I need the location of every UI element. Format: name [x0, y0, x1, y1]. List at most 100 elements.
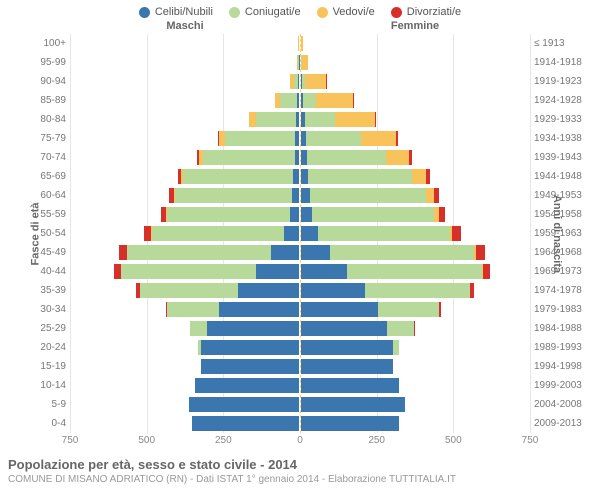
male-half	[70, 319, 300, 338]
bar-segment	[301, 36, 303, 51]
bar-segment	[396, 131, 398, 146]
bar-segment	[301, 188, 310, 203]
male-bar	[189, 397, 300, 412]
bar-segment	[119, 245, 127, 260]
bar-segment	[203, 150, 295, 165]
bar-segment	[271, 245, 299, 260]
year-label: 1924-1928	[534, 95, 588, 106]
legend-item-celibi: Celibi/Nubili	[139, 6, 213, 18]
bar-segment	[189, 397, 299, 412]
female-half	[300, 414, 530, 433]
x-axis: 7505002500 250500750	[0, 433, 600, 455]
year-label: 1989-1993	[534, 342, 588, 353]
male-bar	[195, 378, 300, 393]
bar-segment	[301, 245, 330, 260]
female-bar	[300, 207, 445, 222]
bar-segment	[238, 283, 299, 298]
female-bar	[300, 302, 441, 317]
legend-label: Coniugati/e	[245, 6, 301, 18]
year-label: 1944-1948	[534, 171, 588, 182]
legend-item-coniugati: Coniugati/e	[229, 6, 301, 18]
chart-rows: 100+≤ 191395-991914-191890-941919-192385…	[70, 34, 530, 433]
bar-segment	[301, 283, 365, 298]
bar-segment	[414, 321, 415, 336]
male-half	[70, 281, 300, 300]
bar-segment	[301, 397, 405, 412]
bar-segment	[301, 321, 387, 336]
female-bar	[300, 169, 430, 184]
male-half	[70, 376, 300, 395]
bar-segment	[167, 302, 219, 317]
male-bar	[114, 264, 300, 279]
male-bar	[190, 321, 300, 336]
legend-item-divorziati: Divorziati/e	[391, 6, 461, 18]
year-label: 1994-1998	[534, 361, 588, 372]
year-label: 2009-2013	[534, 418, 588, 429]
bar-segment	[426, 169, 430, 184]
chart-subtitle: COMUNE DI MISANO ADRIATICO (RN) - Dati I…	[8, 474, 592, 485]
bar-segment	[378, 302, 439, 317]
bar-segment	[280, 93, 297, 108]
male-half	[70, 129, 300, 148]
swatch-icon	[391, 7, 402, 18]
bar-segment	[301, 169, 308, 184]
bar-segment	[470, 283, 474, 298]
bar-segment	[144, 226, 151, 241]
legend: Celibi/Nubili Coniugati/e Vedovi/e Divor…	[0, 0, 600, 20]
bar-segment	[476, 245, 485, 260]
male-bar	[161, 207, 300, 222]
year-label: ≤ 1913	[534, 38, 588, 49]
bar-segment	[302, 55, 308, 70]
female-bar	[300, 378, 399, 393]
bar-segment	[301, 226, 318, 241]
age-label: 80-84	[32, 114, 66, 125]
bar-segment	[434, 188, 440, 203]
year-label: 1999-2003	[534, 380, 588, 391]
male-half	[70, 186, 300, 205]
grid-line	[530, 34, 531, 433]
bar-segment	[127, 245, 271, 260]
bar-segment	[195, 378, 299, 393]
male-bar	[166, 302, 300, 317]
swatch-icon	[317, 7, 328, 18]
year-label: 1929-1933	[534, 114, 588, 125]
male-half	[70, 34, 300, 53]
bar-segment	[347, 264, 482, 279]
bar-segment	[114, 264, 121, 279]
bar-segment	[439, 207, 446, 222]
female-half	[300, 110, 530, 129]
female-bar	[300, 226, 461, 241]
male-bar	[136, 283, 300, 298]
x-axis-male: 7505002500	[70, 435, 300, 449]
x-tick: 500	[445, 435, 462, 446]
bar-segment	[307, 150, 387, 165]
male-half	[70, 243, 300, 262]
female-half	[300, 72, 530, 91]
female-half	[300, 376, 530, 395]
male-half	[70, 414, 300, 433]
female-half	[300, 224, 530, 243]
center-line	[300, 34, 301, 433]
male-half	[70, 110, 300, 129]
age-label: 95-99	[32, 57, 66, 68]
bar-segment	[426, 188, 434, 203]
bar-segment	[175, 188, 292, 203]
bar-segment	[310, 188, 427, 203]
bar-segment	[292, 188, 299, 203]
bar-segment	[301, 359, 393, 374]
legend-label: Celibi/Nubili	[155, 6, 213, 18]
bar-segment	[301, 416, 399, 431]
x-tick: 250	[368, 435, 385, 446]
bar-segment	[290, 207, 299, 222]
bar-segment	[308, 169, 412, 184]
female-header: Femmine	[300, 20, 530, 32]
male-bar	[197, 150, 300, 165]
age-label: 50-54	[32, 228, 66, 239]
year-label: 1919-1923	[534, 76, 588, 87]
female-bar	[300, 131, 398, 146]
year-label: 1984-1988	[534, 323, 588, 334]
bar-segment	[192, 416, 299, 431]
bar-segment	[190, 321, 207, 336]
age-label: 60-64	[32, 190, 66, 201]
female-half	[300, 129, 530, 148]
